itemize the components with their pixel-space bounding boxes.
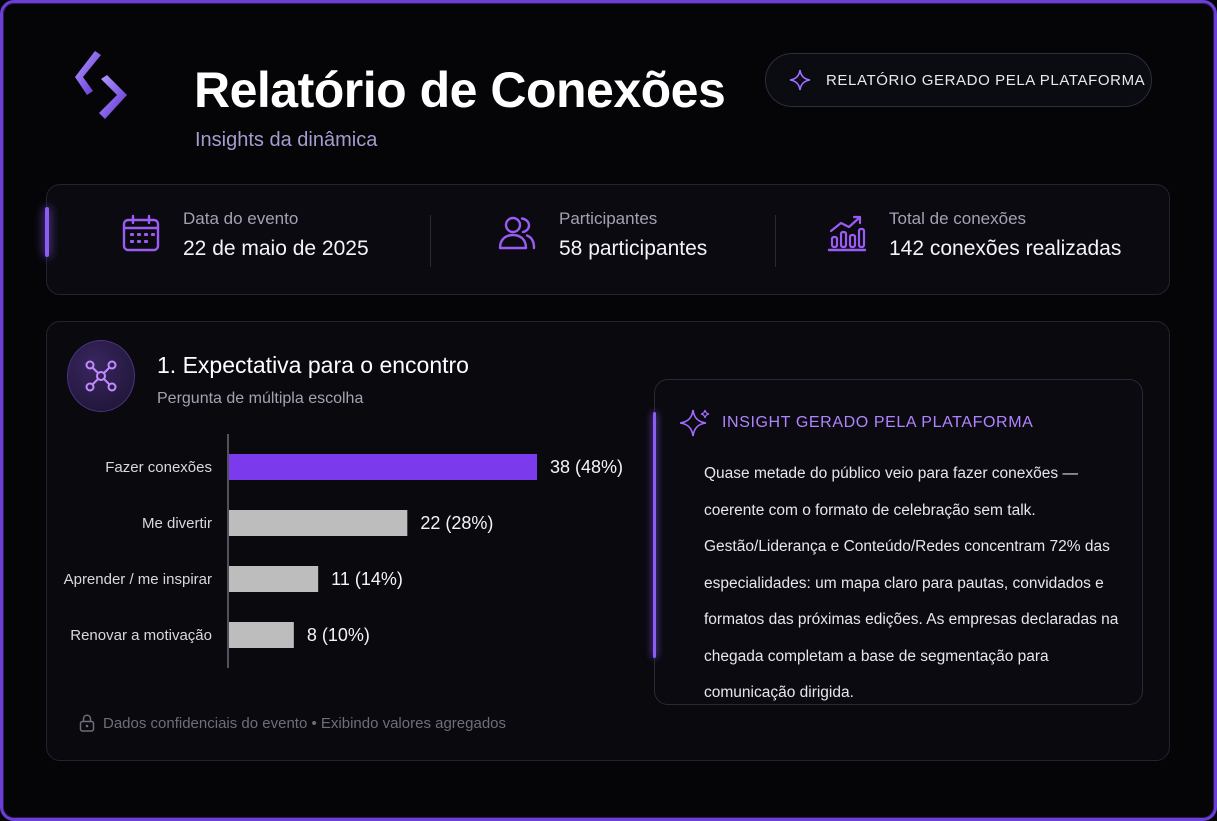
stat-participants: Participantes 58 participantes [497,209,707,261]
chart-bar [229,510,408,536]
sparkle-icon [680,409,710,437]
footnote-text: Dados confidenciais do evento • Exibindo… [103,714,507,732]
question-title: 1. Expectativa para o encontro [157,352,469,378]
stat-label: Data do evento [183,209,299,228]
lock-icon [79,714,95,732]
stat-value: 22 de maio de 2025 [183,237,369,260]
stat-event-date: Data do evento 22 de maio de 2025 [121,209,369,261]
chart-growth-icon [827,215,867,252]
chart-category-label: Renovar a motivação [70,627,212,644]
stats-divider [430,215,431,267]
stat-value: 58 participantes [559,237,708,260]
chart-category-label: Aprender / me inspirar [64,571,212,588]
insight-text: Quase metade do público veio para fazer … [704,465,1119,701]
chart-value-label: 8 (10%) [307,625,370,645]
stat-value: 142 conexões realizadas [889,237,1122,260]
question-card: 1. Expectativa para o encontro Pergunta … [46,321,1170,761]
insight-label: INSIGHT GERADO PELA PLATAFORMA [722,414,1034,431]
insight-card: INSIGHT GERADO PELA PLATAFORMA Quase met… [653,379,1143,705]
event-stats-card: Data do evento 22 de maio de 2025 Partic… [45,184,1170,295]
stats-divider [775,215,776,267]
chart-value-label: 11 (14%) [331,569,403,589]
users-icon [498,216,536,250]
chart-bar [229,566,319,592]
stat-label: Participantes [559,209,658,228]
chart-value-label: 22 (28%) [420,513,493,533]
calendar-icon [122,214,160,252]
chart-bar [229,454,537,480]
chart-value-label: 38 (48%) [550,457,623,477]
confidential-footnote: Dados confidenciais do evento • Exibindo… [79,714,506,732]
chart-category-label: Me divertir [142,515,212,532]
network-icon [85,360,117,392]
stat-label: Total de conexões [889,209,1027,228]
page-subtitle: Insights da dinâmica [195,129,378,151]
stat-total-connections: Total de conexões 142 conexões realizada… [827,209,1121,261]
expectation-bar-chart: Fazer conexões 38 (48%) Me divertir 22 (28%… [64,434,623,668]
question-subtitle: Pergunta de múltipla escolha [157,390,364,407]
question-icon-badge [67,340,135,412]
page-title: Relatório de Conexões [194,62,726,118]
stats-accent-bar [45,207,49,257]
platform-badge: RELATÓRIO GERADO PELA PLATAFORMA [765,53,1152,107]
brand-logo-icon [75,51,127,119]
chart-bar [229,622,294,648]
sparkle-icon [789,69,811,91]
platform-badge-label: RELATÓRIO GERADO PELA PLATAFORMA [826,71,1146,89]
insight-header: INSIGHT GERADO PELA PLATAFORMA [680,408,1033,438]
insight-accent-bar [653,412,656,658]
chart-category-label: Fazer conexões [105,459,212,476]
